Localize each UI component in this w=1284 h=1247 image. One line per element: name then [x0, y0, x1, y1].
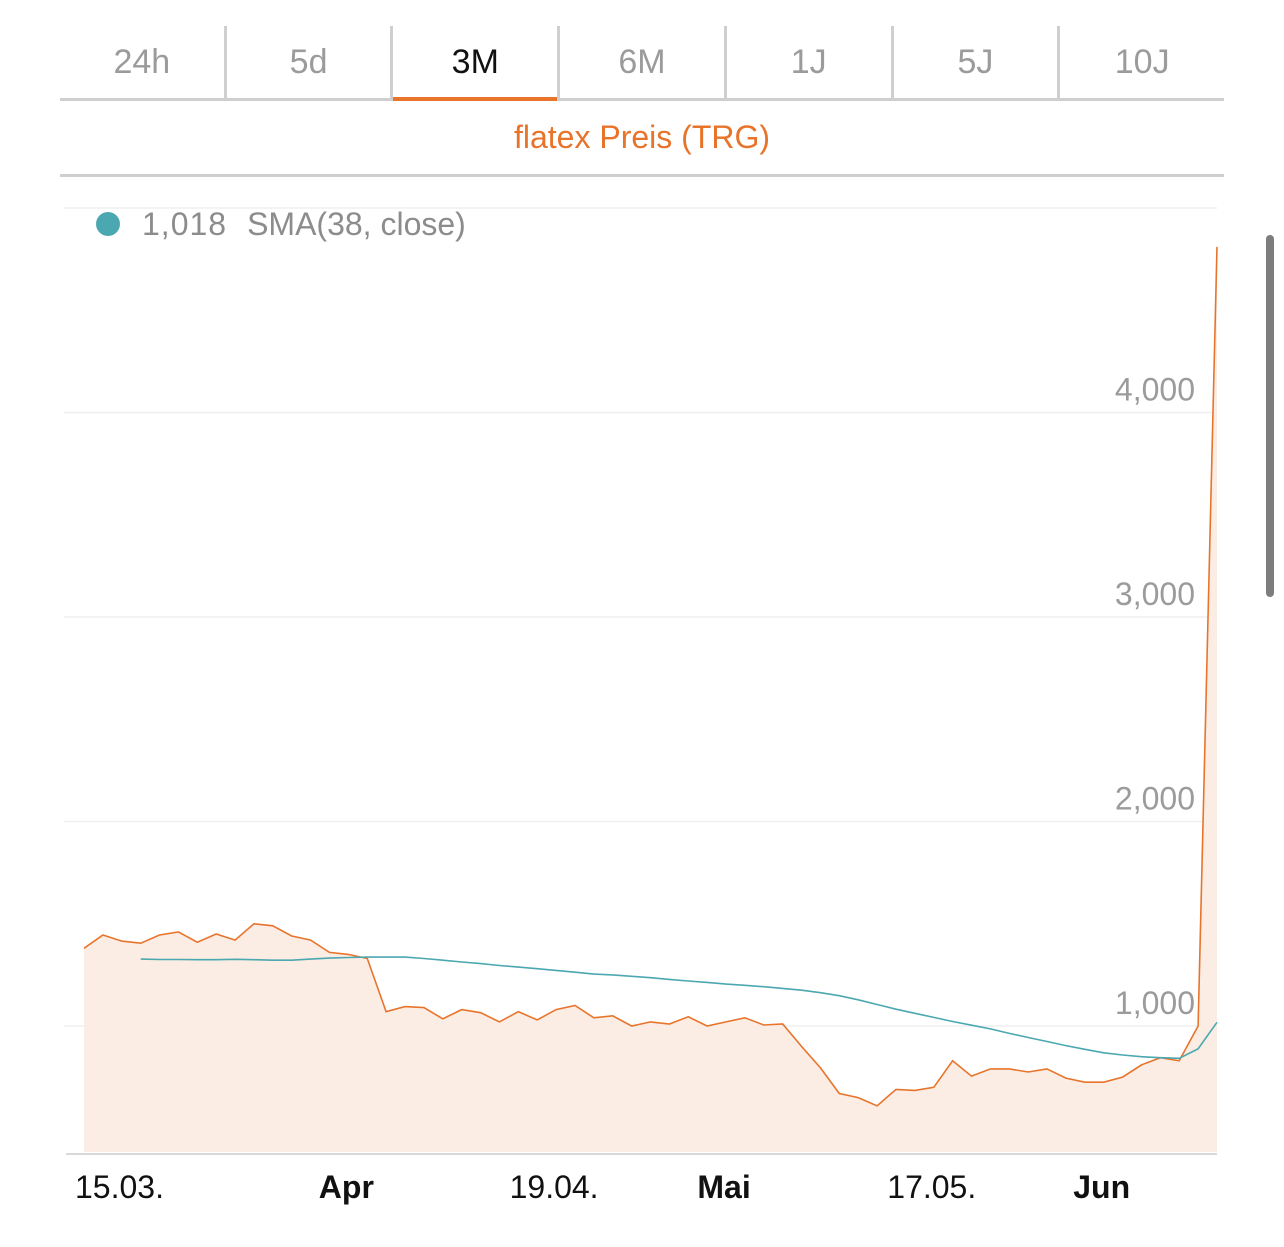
- x-tick-label: Apr: [319, 1169, 374, 1205]
- price-area: [84, 246, 1217, 1152]
- y-tick-label-3000: 3,000: [1115, 576, 1195, 612]
- chart-title: flatex Preis (TRG): [60, 101, 1224, 177]
- tab-10j[interactable]: 10J: [1057, 26, 1224, 98]
- tab-1j[interactable]: 1J: [723, 26, 891, 98]
- legend[interactable]: 1,018 SMA(38, close): [96, 204, 466, 244]
- tab-6m[interactable]: 6M: [557, 26, 724, 98]
- sma-legend-dot: [96, 212, 120, 236]
- x-tick-label: 19.04.: [510, 1169, 599, 1205]
- legend-label: SMA(38, close): [247, 205, 466, 242]
- x-tick-label: Mai: [697, 1169, 750, 1205]
- timeframe-tabs: 24h 5d 3M 6M 1J 5J 10J: [60, 26, 1224, 101]
- tab-5d[interactable]: 5d: [223, 26, 391, 98]
- sma-line: [140, 956, 1218, 1060]
- x-tick-label: 15.03.: [75, 1169, 164, 1205]
- legend-value: 1,018: [142, 205, 228, 242]
- y-tick-label-2000: 2,000: [1115, 781, 1195, 817]
- x-tick-label: 17.05.: [887, 1169, 976, 1205]
- tab-24h[interactable]: 24h: [113, 42, 171, 81]
- tab-5j[interactable]: 5J: [890, 26, 1058, 98]
- y-tick-label-4000: 4,000: [1115, 372, 1195, 408]
- x-tick-label: Jun: [1073, 1169, 1130, 1205]
- y-tick-label-1000: 1,000: [1115, 985, 1195, 1021]
- price-line: [83, 246, 1218, 1107]
- scrollbar[interactable]: [1266, 235, 1274, 597]
- tab-3m[interactable]: 3M: [390, 26, 557, 101]
